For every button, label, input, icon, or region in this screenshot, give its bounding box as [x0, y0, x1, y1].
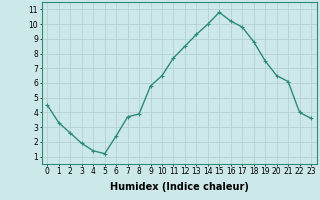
X-axis label: Humidex (Indice chaleur): Humidex (Indice chaleur) — [110, 182, 249, 192]
